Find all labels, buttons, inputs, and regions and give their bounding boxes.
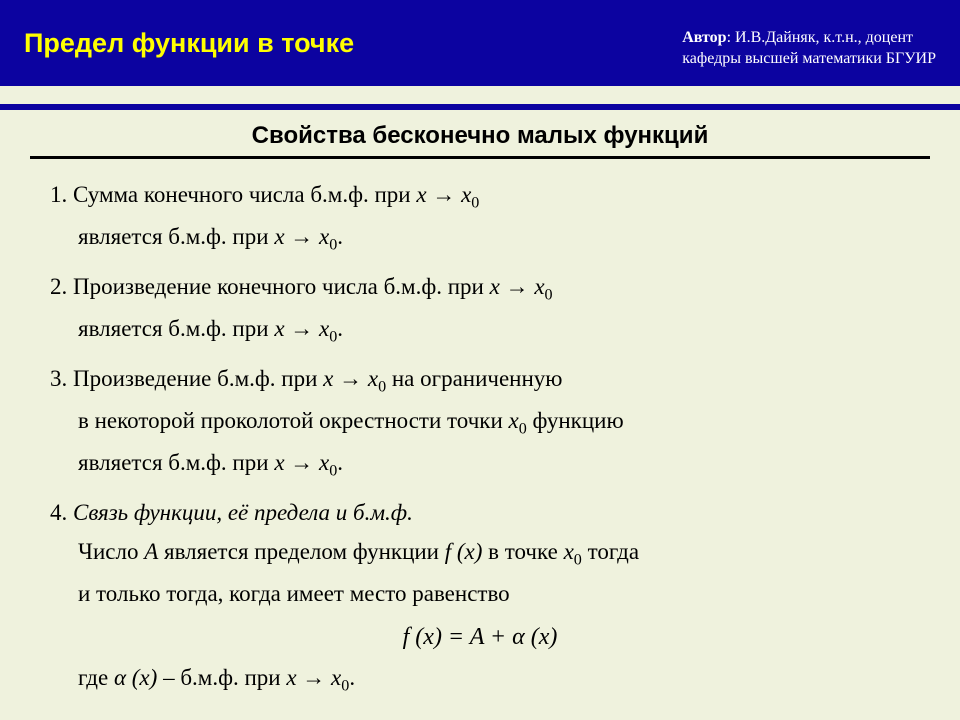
- property-2: 2. Произведение конечного числа б.м.ф. п…: [50, 267, 910, 351]
- section-title: Свойства бесконечно малых функций: [30, 122, 930, 150]
- author-label: Автор: [682, 29, 726, 46]
- slide-header: Предел функции в точке Автор: И.В.Дайняк…: [0, 0, 960, 86]
- property-1: 1. Сумма конечного числа б.м.ф. при x → …: [50, 175, 910, 259]
- A: A: [144, 539, 158, 564]
- prop-text: является б.м.ф. при: [78, 450, 274, 475]
- prop-num: 3.: [50, 366, 67, 391]
- prop-text: в точке: [482, 539, 563, 564]
- limit-expr: x → x0: [490, 274, 553, 299]
- limit-expr: x → x0: [286, 665, 349, 690]
- section-rule: [30, 156, 930, 159]
- property-3: 3. Произведение б.м.ф. при x → x0 на огр…: [50, 359, 910, 485]
- prop-text: тогда: [582, 539, 639, 564]
- x0: x0: [564, 539, 582, 564]
- prop-num: 4.: [50, 500, 67, 525]
- author-line-1: : И.В.Дайняк, к.т.н., доцент: [727, 29, 913, 46]
- prop-text: Произведение конечного числа б.м.ф. при: [67, 274, 489, 299]
- alpha-x: α (x): [114, 665, 157, 690]
- equation: f (x) = A + α (x): [50, 617, 910, 658]
- author-line-2: кафедры высшей математики БГУИР: [682, 50, 936, 67]
- prop-text: Произведение б.м.ф. при: [67, 366, 323, 391]
- prop-text: на ограниченную: [386, 366, 562, 391]
- prop-text: Сумма конечного числа б.м.ф. при: [67, 182, 416, 207]
- prop-title: Связь функции, её предела и б.м.ф.: [67, 500, 413, 525]
- prop-text: является б.м.ф. при: [78, 316, 274, 341]
- limit-expr: x → x0: [323, 366, 386, 391]
- prop-text: где: [78, 665, 114, 690]
- prop-text: Число: [78, 539, 144, 564]
- prop-num: 1.: [50, 182, 67, 207]
- prop-text: является б.м.ф. при: [78, 224, 274, 249]
- prop-num: 2.: [50, 274, 67, 299]
- x0: x0: [509, 408, 527, 433]
- limit-expr: x → x0: [274, 316, 337, 341]
- prop-text: и только тогда, когда имеет место равенс…: [78, 581, 510, 606]
- slide-title: Предел функции в точке: [24, 28, 354, 59]
- prop-text: – б.м.ф. при: [157, 665, 286, 690]
- properties-list: 1. Сумма конечного числа б.м.ф. при x → …: [30, 175, 930, 700]
- prop-text: функцию: [527, 408, 624, 433]
- prop-text: является пределом функции: [158, 539, 444, 564]
- prop-text: в некоторой проколотой окрестности точки: [78, 408, 509, 433]
- f-of-x: f (x): [445, 539, 483, 564]
- limit-expr: x → x0: [274, 450, 337, 475]
- limit-expr: x → x0: [416, 182, 479, 207]
- limit-expr: x → x0: [274, 224, 337, 249]
- slide-content: Свойства бесконечно малых функций 1. Сум…: [0, 110, 960, 700]
- property-4: 4. Связь функции, её предела и б.м.ф. Чи…: [50, 493, 910, 700]
- divider-gap: [0, 86, 960, 104]
- author-block: Автор: И.В.Дайняк, к.т.н., доцент кафедр…: [682, 28, 936, 70]
